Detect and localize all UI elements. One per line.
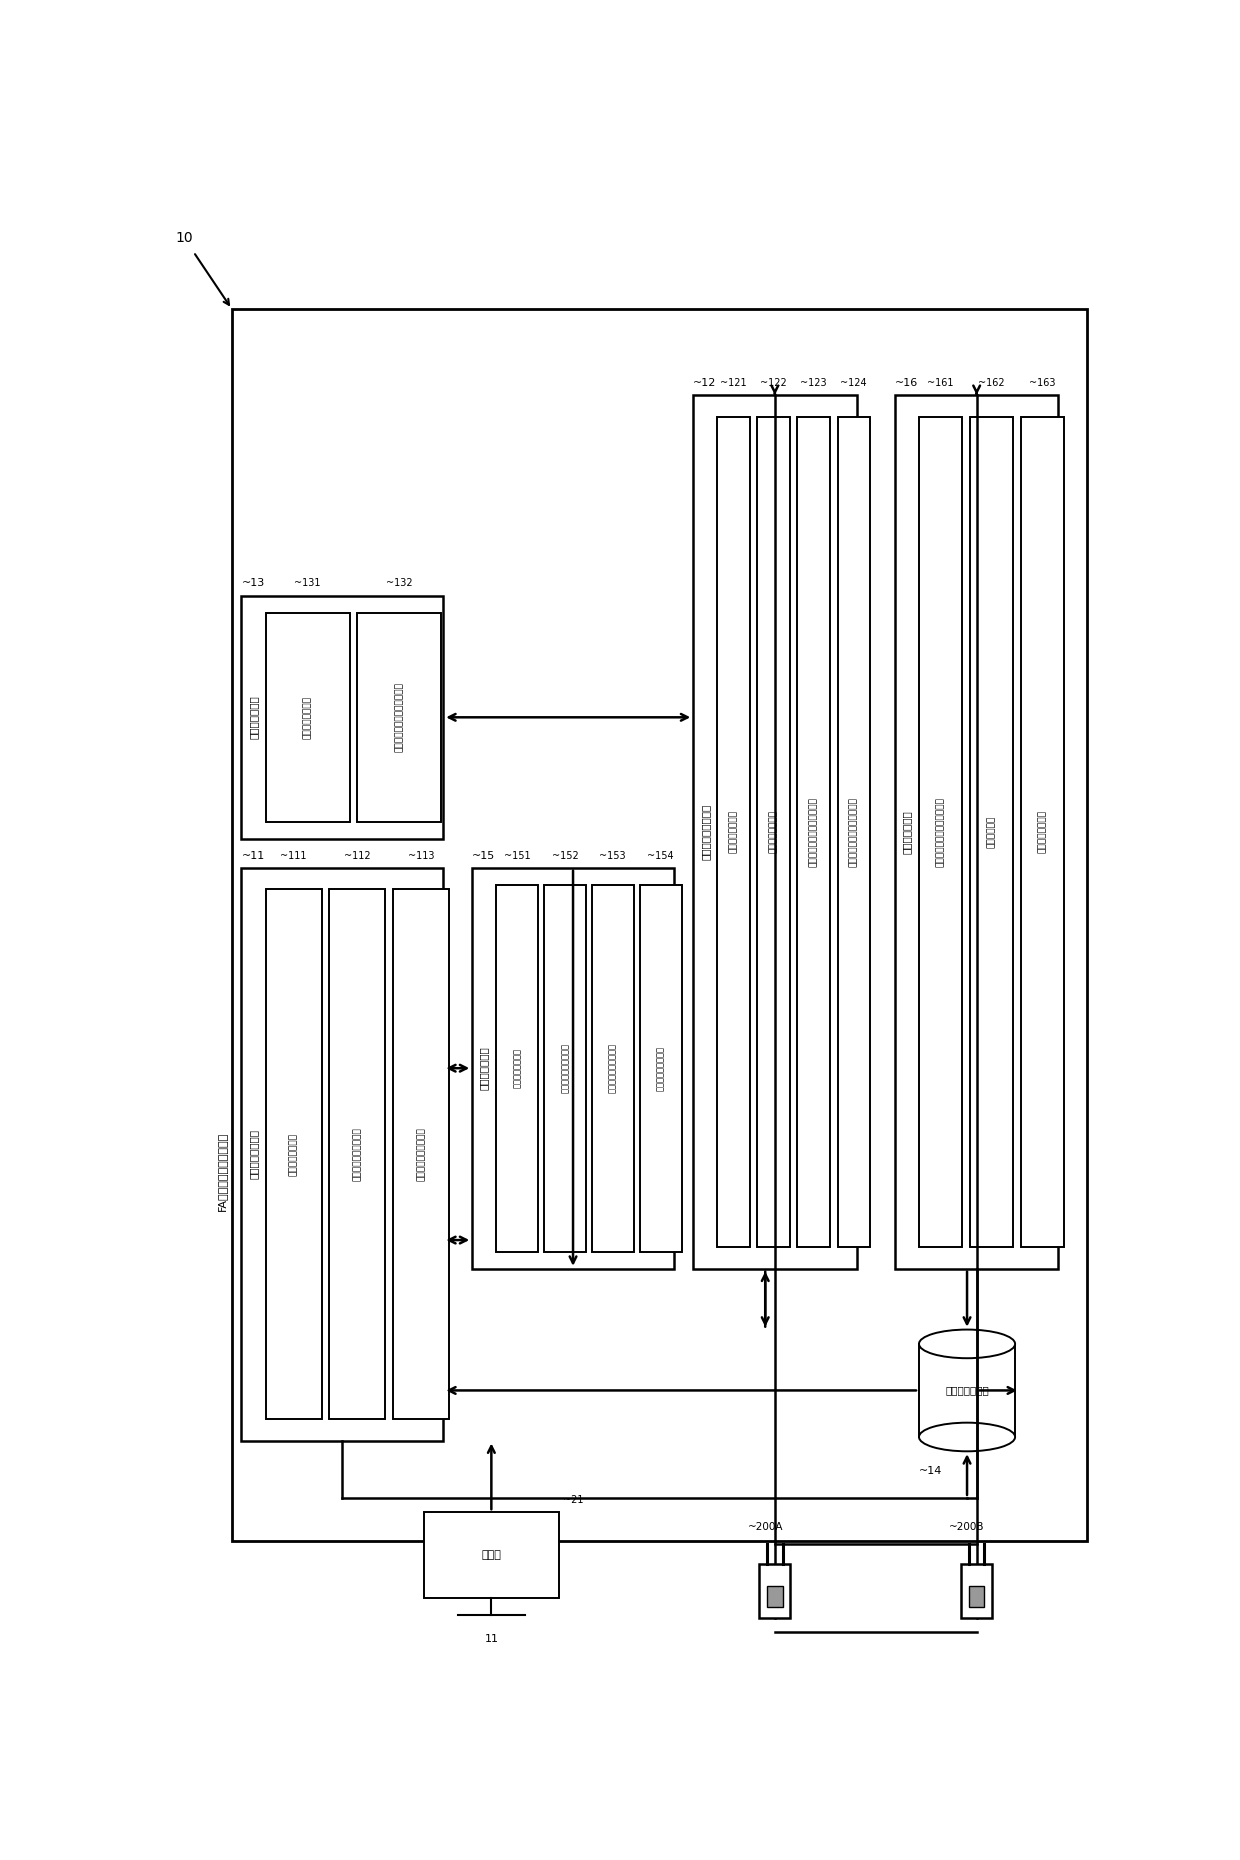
- Text: ~15: ~15: [472, 850, 496, 861]
- Text: ~124: ~124: [841, 378, 867, 389]
- FancyBboxPatch shape: [393, 889, 449, 1419]
- Text: 不可编辑设定功能: 不可编辑设定功能: [1038, 811, 1047, 854]
- Text: ~153: ~153: [599, 850, 626, 861]
- Ellipse shape: [919, 1423, 1016, 1451]
- FancyBboxPatch shape: [970, 417, 1013, 1248]
- Text: ~132: ~132: [386, 578, 413, 588]
- Text: 配置文件导入功能: 配置文件导入功能: [729, 811, 738, 854]
- Text: ~11: ~11: [242, 850, 265, 861]
- Text: 配置文件编辑部: 配置文件编辑部: [479, 1047, 489, 1090]
- Text: 配置文件创建部: 配置文件创建部: [901, 809, 911, 854]
- FancyBboxPatch shape: [758, 417, 790, 1248]
- FancyBboxPatch shape: [797, 417, 830, 1248]
- FancyBboxPatch shape: [640, 885, 682, 1252]
- FancyBboxPatch shape: [357, 612, 441, 822]
- Text: ~122: ~122: [760, 378, 787, 389]
- Text: ~121: ~121: [720, 378, 746, 389]
- Text: ~154: ~154: [647, 850, 673, 861]
- Text: 用户自定义配置文件导出功能: 用户自定义配置文件导出功能: [936, 796, 945, 867]
- Text: 配置文件读出功能: 配置文件读出功能: [289, 1133, 298, 1176]
- Text: 用户固有信息区域: 用户固有信息区域: [512, 1049, 522, 1088]
- Text: ~123: ~123: [800, 378, 827, 389]
- Text: ~200A: ~200A: [748, 1521, 782, 1533]
- Text: 配置文件登记处理部: 配置文件登记处理部: [701, 804, 711, 859]
- Text: 配置文件校验部: 配置文件校验部: [248, 696, 258, 738]
- FancyBboxPatch shape: [961, 1564, 992, 1618]
- Text: 配置文件储存部: 配置文件储存部: [945, 1386, 990, 1395]
- FancyBboxPatch shape: [591, 885, 634, 1252]
- Text: 用户固有信息确保功能: 用户固有信息确保功能: [560, 1043, 569, 1094]
- Text: 11: 11: [485, 1633, 498, 1644]
- FancyBboxPatch shape: [968, 1585, 985, 1607]
- Text: 配置文件保存功能: 配置文件保存功能: [769, 811, 777, 854]
- FancyBboxPatch shape: [717, 417, 750, 1248]
- Text: ~151: ~151: [503, 850, 531, 861]
- Text: ~21: ~21: [563, 1495, 584, 1505]
- Text: ~111: ~111: [280, 850, 306, 861]
- Text: 配置文件校验功能: 配置文件校验功能: [303, 696, 312, 738]
- Text: 配置文件初始化功能: 配置文件初始化功能: [656, 1045, 665, 1090]
- Text: ~13: ~13: [242, 578, 265, 588]
- Text: ~131: ~131: [294, 578, 321, 588]
- FancyBboxPatch shape: [242, 867, 444, 1442]
- FancyBboxPatch shape: [424, 1512, 559, 1598]
- Text: 显示部: 显示部: [481, 1549, 501, 1561]
- Text: ~163: ~163: [1029, 378, 1055, 389]
- FancyBboxPatch shape: [693, 394, 857, 1269]
- FancyBboxPatch shape: [472, 867, 675, 1269]
- FancyBboxPatch shape: [759, 1564, 790, 1618]
- Text: ~200B: ~200B: [950, 1521, 985, 1533]
- Text: ~162: ~162: [978, 378, 1004, 389]
- FancyBboxPatch shape: [768, 1585, 782, 1607]
- Ellipse shape: [919, 1330, 1016, 1358]
- Text: 用户固有信息写入功能: 用户固有信息写入功能: [609, 1043, 618, 1094]
- Text: ~112: ~112: [343, 850, 371, 861]
- FancyBboxPatch shape: [265, 612, 350, 822]
- Text: 用户自定义配置文件导入功能: 用户自定义配置文件导入功能: [810, 796, 818, 867]
- FancyBboxPatch shape: [919, 1345, 1016, 1438]
- Text: ~14: ~14: [919, 1466, 942, 1475]
- FancyBboxPatch shape: [1021, 417, 1064, 1248]
- Text: 配置文件信息显示功能: 配置文件信息显示功能: [417, 1127, 425, 1181]
- Text: FA仪器结构设计辅助装置: FA仪器结构设计辅助装置: [217, 1131, 227, 1211]
- Text: 系统结构编辑器部: 系统结构编辑器部: [248, 1129, 258, 1179]
- Text: 密码设定功能: 密码设定功能: [987, 817, 996, 848]
- Text: ~161: ~161: [928, 378, 954, 389]
- Text: ~113: ~113: [408, 850, 434, 861]
- Text: 用户自定义配置文件校验功能: 用户自定义配置文件校验功能: [394, 683, 404, 751]
- FancyBboxPatch shape: [919, 417, 962, 1248]
- FancyBboxPatch shape: [265, 889, 321, 1419]
- Text: 用户固有信息读出功能: 用户固有信息读出功能: [353, 1127, 362, 1181]
- FancyBboxPatch shape: [837, 417, 870, 1248]
- FancyBboxPatch shape: [544, 885, 587, 1252]
- Text: 10: 10: [175, 231, 192, 244]
- FancyBboxPatch shape: [496, 885, 538, 1252]
- Text: 用户自定义配置文件保存功能: 用户自定义配置文件保存功能: [849, 796, 858, 867]
- FancyBboxPatch shape: [895, 394, 1059, 1269]
- Text: ~16: ~16: [895, 378, 918, 389]
- Text: ~152: ~152: [552, 850, 578, 861]
- FancyBboxPatch shape: [242, 595, 444, 839]
- FancyBboxPatch shape: [330, 889, 386, 1419]
- FancyBboxPatch shape: [232, 309, 1087, 1540]
- Text: ~12: ~12: [693, 378, 717, 389]
